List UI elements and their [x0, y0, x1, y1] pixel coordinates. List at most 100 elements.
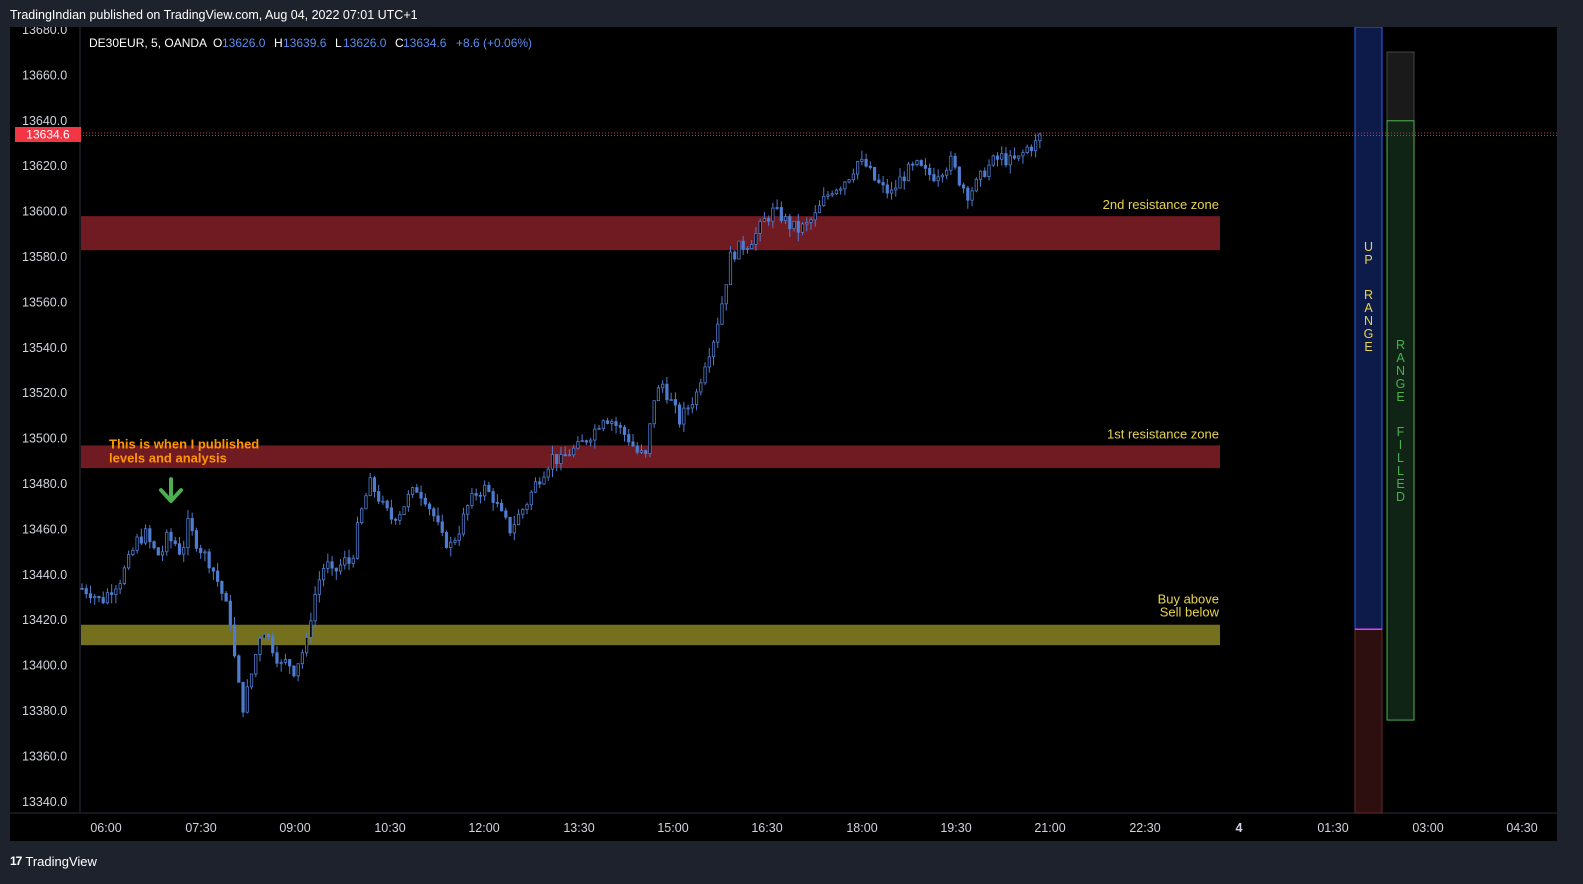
candle-body [194, 530, 199, 549]
candle-body [1034, 140, 1038, 152]
candle-body [529, 491, 533, 506]
x-tick-label: 16:30 [751, 821, 782, 835]
candlestick-chart[interactable]: 2nd resistance zone 1st resistance zone Bu… [10, 23, 1557, 841]
candle-body [419, 491, 423, 499]
candle-body [249, 673, 254, 688]
candle-body [839, 188, 843, 191]
candle-body [538, 481, 542, 485]
candle-body [661, 383, 665, 389]
candle-body [864, 158, 868, 167]
candle-body [97, 596, 101, 599]
candle-body [457, 533, 461, 541]
x-tick-label: 01:30 [1317, 821, 1348, 835]
y-axis[interactable]: 13680.0 13660.0 13640.0 13620.0 13600.0 13580… [22, 23, 67, 809]
candle-body [415, 487, 419, 493]
candle-body [945, 169, 949, 176]
candle-body [440, 521, 444, 533]
candle-body [398, 514, 402, 521]
legend-h-value: 13639.6 [283, 36, 327, 50]
legend-l-label: L [335, 36, 342, 50]
candle-body [911, 163, 915, 166]
candle-body [402, 506, 406, 516]
candle-body [237, 655, 241, 683]
candle-body [775, 207, 779, 209]
publish-line: TradingIndian published on TradingView.c… [10, 8, 418, 22]
candle-body [928, 167, 932, 175]
candle-body [135, 536, 139, 551]
chart-frame[interactable]: 2nd resistance zone 1st resistance zone Bu… [10, 23, 1557, 841]
candle-body [500, 502, 504, 512]
candle-body [805, 222, 809, 225]
candle-body [114, 588, 118, 595]
candle-body [449, 541, 453, 548]
candle-body [779, 207, 783, 221]
candle-body [919, 160, 923, 166]
zone-band [81, 624, 1220, 646]
candle-body [1021, 152, 1025, 157]
candle-body [347, 557, 351, 564]
candle-body [949, 155, 953, 171]
candle-body [224, 592, 228, 602]
y-tick-label: 13520.0 [22, 386, 67, 400]
candle-body [546, 468, 550, 478]
y-tick-label: 13460.0 [22, 522, 67, 536]
x-tick-label: 10:30 [374, 821, 405, 835]
x-tick-label: 22:30 [1129, 821, 1160, 835]
candle-body [351, 557, 355, 564]
chart-background [10, 27, 1557, 841]
candle-body [622, 426, 627, 435]
candle-body [877, 179, 881, 183]
candle-body [355, 522, 360, 559]
candle-body [80, 588, 84, 590]
y-tick-label: 13560.0 [22, 295, 67, 309]
candle-body [987, 164, 991, 178]
candle-body [292, 665, 296, 677]
candle-body [817, 205, 822, 214]
candle-body [788, 216, 792, 230]
candle-body [783, 216, 788, 221]
y-tick-label: 13680.0 [22, 27, 67, 37]
x-axis[interactable]: 06:00 07:30 09:00 10:30 12:00 13:30 15:00 16:30… [90, 821, 1537, 835]
candle-body [847, 179, 851, 183]
range-top-box [1386, 51, 1415, 122]
candle-body [572, 447, 576, 456]
zone-label: Buy above [1158, 592, 1219, 607]
candle-body [737, 240, 741, 260]
candle-body [207, 551, 211, 569]
candle-body [694, 391, 699, 405]
x-tick-label: 18:00 [846, 821, 877, 835]
candle-body [995, 155, 1000, 160]
candle-body [516, 513, 521, 526]
candle-body [576, 441, 580, 449]
candle-body [872, 167, 877, 181]
candle-body [177, 543, 182, 555]
candle-body [275, 652, 279, 664]
y-tick-label: 13400.0 [22, 659, 67, 673]
candle-body [614, 421, 618, 426]
candle-body [1025, 146, 1029, 154]
legend-o-label: O [213, 36, 222, 50]
footer-branding[interactable]: 17 TradingView [10, 851, 97, 871]
candle-body [444, 532, 449, 548]
candle-body [406, 493, 410, 508]
candle-body [148, 528, 152, 543]
candle-body [110, 592, 114, 595]
candle-body [381, 500, 385, 503]
tradingview-logo-icon: 17 [10, 854, 22, 868]
candle-body [881, 182, 885, 186]
candle-body [364, 495, 368, 510]
candle-body [216, 570, 220, 582]
candle-body [169, 531, 173, 542]
candle-body [487, 484, 491, 492]
candle-body [923, 165, 928, 169]
candle-body [800, 223, 805, 233]
x-tick-label: 12:00 [468, 821, 499, 835]
candle-body [122, 567, 126, 584]
candle-body [139, 536, 143, 544]
candle-body [1004, 153, 1008, 166]
y-tick-label: 13620.0 [22, 159, 67, 173]
candle-body [902, 176, 906, 182]
candle-body [283, 659, 288, 663]
